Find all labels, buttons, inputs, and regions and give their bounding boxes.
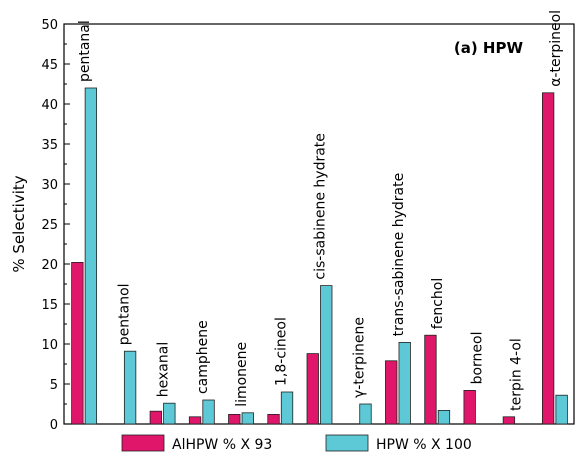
y-tick-label: 20 xyxy=(41,258,58,273)
y-tick-label: 35 xyxy=(41,138,58,153)
category-label-12: α-terpineol xyxy=(548,10,564,87)
bar-hpw-4 xyxy=(241,412,254,425)
y-tick-label: 15 xyxy=(41,298,58,313)
legend-label-1: HPW % X 100 xyxy=(376,437,472,453)
y-tick-label: 40 xyxy=(41,98,58,113)
bar-hpw-3 xyxy=(202,399,215,425)
y-axis-label: % Selectivity xyxy=(10,175,28,272)
legend-swatch-0 xyxy=(121,434,165,452)
category-label-11: terpin 4-ol xyxy=(509,338,525,411)
bar-hpw-8 xyxy=(398,341,411,425)
y-tick-label: 30 xyxy=(41,178,58,193)
bar-alhpw-11 xyxy=(502,416,516,425)
legend-label-0: AlHPW % X 93 xyxy=(172,437,272,453)
bar-alhpw-2 xyxy=(149,410,162,425)
bar-alhpw-4 xyxy=(228,413,241,425)
category-label-10: borneol xyxy=(469,331,485,384)
chart-title: (a) HPW xyxy=(454,39,524,57)
bar-hpw-1 xyxy=(123,350,137,425)
bar-alhpw-0 xyxy=(71,261,84,425)
category-label-5: 1,8-cineol xyxy=(273,317,289,386)
category-label-2: hexanal xyxy=(156,342,172,397)
bar-hpw-7 xyxy=(359,403,372,425)
category-label-4: limonene xyxy=(234,342,250,407)
bar-hpw-5 xyxy=(280,391,294,425)
y-tick-label: 45 xyxy=(41,58,58,73)
bar-hpw-9 xyxy=(437,409,451,425)
y-tick-label: 25 xyxy=(41,218,58,233)
category-labels: pentanal pentanol hexanal camphene limonene 1… xyxy=(77,10,564,411)
category-label-7: γ-terpinene xyxy=(352,317,368,398)
bar-hpw-2 xyxy=(163,402,176,425)
category-label-9: fenchol xyxy=(430,278,446,329)
y-tick-label: 10 xyxy=(41,338,58,353)
category-label-6: cis-sabinene hydrate xyxy=(313,133,329,280)
y-tick-label: 5 xyxy=(50,378,58,393)
category-label-3: camphene xyxy=(195,320,211,394)
y-axis: 0 5 10 15 20 25 30 35 40 45 50 xyxy=(41,18,70,433)
bar-alhpw-3 xyxy=(188,416,202,425)
bar-hpw-0 xyxy=(84,87,98,425)
category-label-1: pentanol xyxy=(116,283,132,345)
y-tick-label: 0 xyxy=(50,418,58,433)
category-label-8: trans-sabinene hydrate xyxy=(391,173,407,337)
bar-alhpw-10 xyxy=(463,389,476,425)
bar-hpw-6 xyxy=(320,285,333,425)
legend-swatch-1 xyxy=(325,434,369,452)
category-label-0: pentanal xyxy=(77,20,93,82)
bar-alhpw-8 xyxy=(385,360,398,425)
bar-alhpw-12 xyxy=(541,92,555,425)
bar-alhpw-9 xyxy=(424,334,437,425)
bar-series-group xyxy=(71,87,568,425)
y-tick-label: 50 xyxy=(41,18,58,33)
legend: AlHPW % X 93 HPW % X 100 xyxy=(121,434,472,453)
bar-alhpw-5 xyxy=(267,413,280,425)
bar-alhpw-6 xyxy=(306,353,319,425)
bar-hpw-12 xyxy=(555,394,568,425)
